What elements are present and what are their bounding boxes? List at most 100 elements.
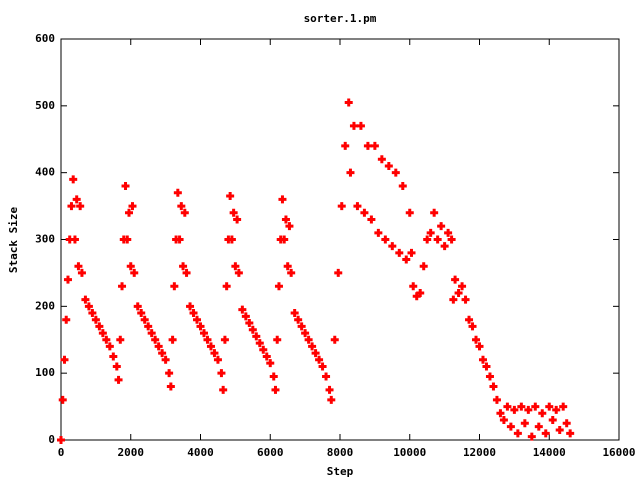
point xyxy=(510,405,519,414)
point xyxy=(538,409,547,418)
x-tick-label: 8000 xyxy=(327,446,354,459)
point xyxy=(405,208,414,217)
point xyxy=(158,349,167,358)
point xyxy=(566,429,575,438)
point xyxy=(57,436,65,444)
point xyxy=(398,182,407,191)
point xyxy=(377,155,386,164)
point xyxy=(325,385,334,394)
point xyxy=(395,248,404,257)
y-tick-label: 600 xyxy=(35,32,55,45)
point xyxy=(534,422,543,431)
point xyxy=(344,98,353,107)
point xyxy=(447,235,456,244)
point xyxy=(562,419,571,428)
point xyxy=(341,141,350,150)
point xyxy=(60,355,69,364)
point xyxy=(137,309,146,318)
point xyxy=(266,359,275,368)
point xyxy=(506,422,515,431)
point xyxy=(173,188,182,197)
point xyxy=(517,402,526,411)
point xyxy=(229,208,238,217)
point xyxy=(433,235,442,244)
point xyxy=(206,342,215,351)
point xyxy=(144,322,153,331)
point xyxy=(58,395,67,404)
point xyxy=(238,305,247,314)
point xyxy=(468,322,477,331)
point xyxy=(278,195,287,204)
point xyxy=(112,362,121,371)
point xyxy=(451,275,460,284)
point xyxy=(409,282,418,291)
point xyxy=(175,235,184,244)
point xyxy=(151,335,160,344)
point xyxy=(440,242,449,251)
point xyxy=(548,415,557,424)
point xyxy=(62,315,71,324)
point xyxy=(281,215,290,224)
chart-title: sorter.1.pm xyxy=(304,12,377,25)
plot-border xyxy=(60,38,620,441)
point xyxy=(285,222,294,231)
point xyxy=(133,302,142,311)
point xyxy=(327,395,336,404)
point xyxy=(430,208,439,217)
point xyxy=(541,429,550,438)
point xyxy=(416,288,425,297)
point xyxy=(475,342,484,351)
point xyxy=(273,335,282,344)
point xyxy=(126,262,135,271)
point xyxy=(63,275,72,284)
point xyxy=(220,335,229,344)
x-tick-label: 0 xyxy=(58,446,65,459)
point xyxy=(161,355,170,364)
point xyxy=(308,342,317,351)
point xyxy=(499,415,508,424)
point xyxy=(154,342,163,351)
point xyxy=(419,262,428,271)
point xyxy=(147,329,156,338)
x-tick-label: 14000 xyxy=(533,446,566,459)
point xyxy=(552,405,561,414)
point xyxy=(259,345,268,354)
point xyxy=(360,208,369,217)
point xyxy=(98,329,107,338)
x-tick-label: 12000 xyxy=(463,446,496,459)
point xyxy=(388,242,397,251)
point xyxy=(217,369,226,378)
point xyxy=(125,208,134,217)
point xyxy=(222,282,231,291)
point xyxy=(123,235,132,244)
point xyxy=(496,409,505,418)
y-tick-label: 100 xyxy=(35,366,55,379)
point xyxy=(170,282,179,291)
point xyxy=(241,312,250,321)
point xyxy=(193,315,202,324)
point xyxy=(128,202,137,211)
point xyxy=(210,349,219,358)
point xyxy=(262,352,271,361)
point xyxy=(301,329,310,338)
point xyxy=(248,325,257,334)
point xyxy=(454,288,463,297)
point xyxy=(384,161,393,170)
point xyxy=(559,402,568,411)
point xyxy=(492,395,501,404)
y-tick-label: 400 xyxy=(35,166,55,179)
point xyxy=(189,309,198,318)
point xyxy=(231,262,240,271)
point xyxy=(531,402,540,411)
point xyxy=(290,309,299,318)
point xyxy=(166,382,175,391)
point xyxy=(322,372,331,381)
x-tick-label: 10000 xyxy=(393,446,426,459)
point xyxy=(513,429,522,438)
x-tick-label: 4000 xyxy=(187,446,214,459)
point xyxy=(280,235,289,244)
point xyxy=(121,182,130,191)
point xyxy=(88,309,97,318)
point xyxy=(330,335,339,344)
point xyxy=(311,349,320,358)
